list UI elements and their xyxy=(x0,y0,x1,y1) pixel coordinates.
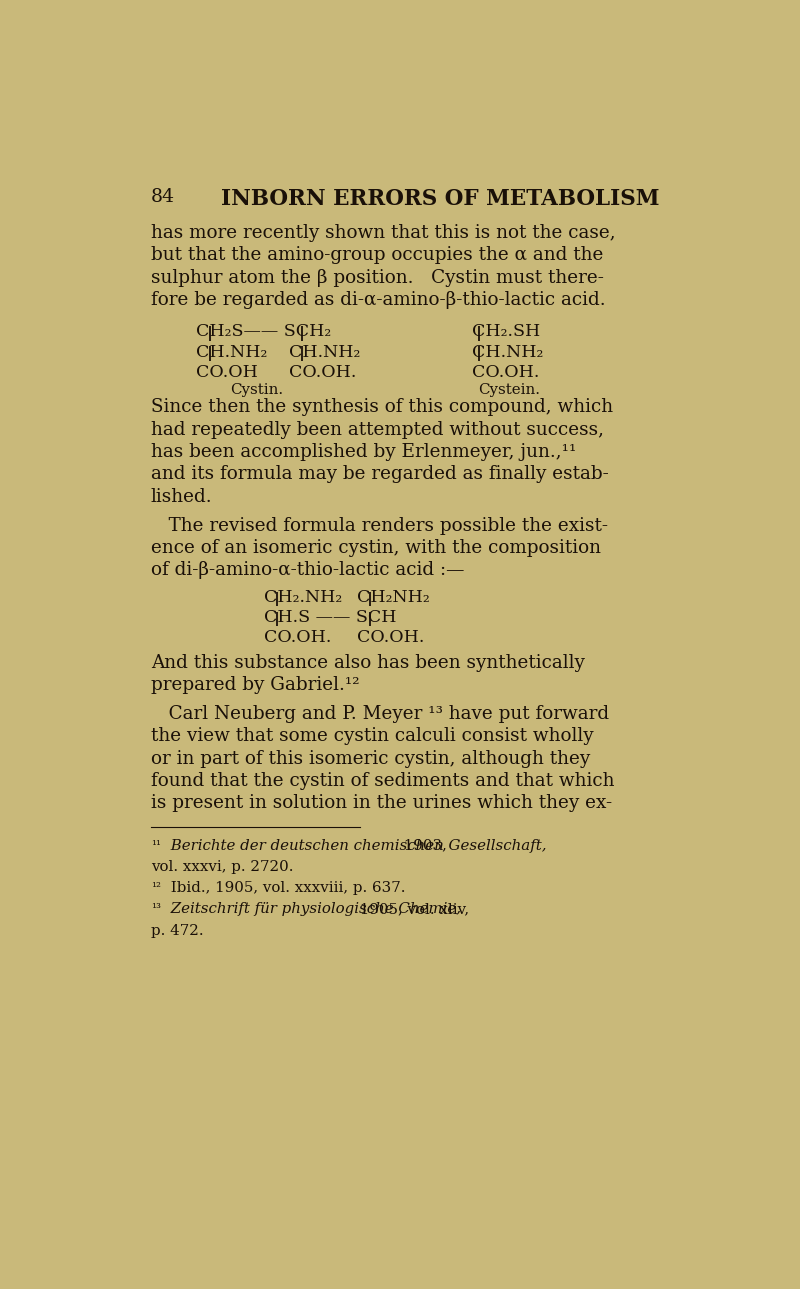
Text: or in part of this isomeric cystin, although they: or in part of this isomeric cystin, alth… xyxy=(151,750,590,768)
Text: vol. xxxvi, p. 2720.: vol. xxxvi, p. 2720. xyxy=(151,860,294,874)
Text: CH.NH₂: CH.NH₂ xyxy=(196,343,267,361)
Text: And this substance also has been synthetically: And this substance also has been synthet… xyxy=(151,654,585,672)
Text: ¹¹: ¹¹ xyxy=(151,839,161,852)
Text: ence of an isomeric cystin, with the composition: ence of an isomeric cystin, with the com… xyxy=(151,539,601,557)
Text: Berichte der deutschen chemischen Gesellschaft,: Berichte der deutschen chemischen Gesell… xyxy=(166,839,547,852)
Text: fore be regarded as di-α-amino-β-thio-lactic acid.: fore be regarded as di-α-amino-β-thio-la… xyxy=(151,291,606,309)
Text: Carl Neuberg and P. Meyer ¹³ have put forward: Carl Neuberg and P. Meyer ¹³ have put fo… xyxy=(151,705,609,723)
Text: 1905, vol. xliv,: 1905, vol. xliv, xyxy=(355,902,470,916)
Text: CH₂S—— SCH₂: CH₂S—— SCH₂ xyxy=(196,324,331,340)
Text: CO.OH.: CO.OH. xyxy=(472,363,539,380)
Text: CH.NH₂: CH.NH₂ xyxy=(472,343,543,361)
Text: and its formula may be regarded as finally estab-: and its formula may be regarded as final… xyxy=(151,465,609,483)
Text: CH₂NH₂: CH₂NH₂ xyxy=(358,589,430,606)
Text: 84: 84 xyxy=(151,188,175,206)
Text: CO.OH.: CO.OH. xyxy=(289,363,357,380)
Text: CH.NH₂: CH.NH₂ xyxy=(289,343,361,361)
Text: CH.S —— SCH: CH.S —— SCH xyxy=(264,608,397,625)
Text: CH₂.SH: CH₂.SH xyxy=(472,324,540,340)
Text: Cystein.: Cystein. xyxy=(478,383,540,397)
Text: Ibid., 1905, vol. xxxviii, p. 637.: Ibid., 1905, vol. xxxviii, p. 637. xyxy=(166,882,406,895)
Text: of di-β-amino-α-thio-lactic acid :—: of di-β-amino-α-thio-lactic acid :— xyxy=(151,561,464,579)
Text: p. 472.: p. 472. xyxy=(151,923,203,937)
Text: 1903,: 1903, xyxy=(399,839,446,852)
Text: Zeitschrift für physiologische Chemie,: Zeitschrift für physiologische Chemie, xyxy=(166,902,462,916)
Text: but that the amino-group occupies the α and the: but that the amino-group occupies the α … xyxy=(151,246,603,264)
Text: The revised formula renders possible the exist-: The revised formula renders possible the… xyxy=(151,517,608,535)
Text: ¹³: ¹³ xyxy=(151,902,161,915)
Text: has more recently shown that this is not the case,: has more recently shown that this is not… xyxy=(151,224,615,242)
Text: has been accomplished by Erlenmeyer, jun.,¹¹: has been accomplished by Erlenmeyer, jun… xyxy=(151,443,576,461)
Text: prepared by Gabriel.¹²: prepared by Gabriel.¹² xyxy=(151,677,359,695)
Text: INBORN ERRORS OF METABOLISM: INBORN ERRORS OF METABOLISM xyxy=(221,188,659,210)
Text: ¹²: ¹² xyxy=(151,882,161,895)
Text: had repeatedly been attempted without success,: had repeatedly been attempted without su… xyxy=(151,420,604,438)
Text: Cystin.: Cystin. xyxy=(230,383,283,397)
Text: CO.OH.: CO.OH. xyxy=(358,629,425,646)
Text: found that the cystin of sediments and that which: found that the cystin of sediments and t… xyxy=(151,772,614,790)
Text: CH₂.NH₂: CH₂.NH₂ xyxy=(264,589,342,606)
Text: is present in solution in the urines which they ex-: is present in solution in the urines whi… xyxy=(151,794,612,812)
Text: CO.OH: CO.OH xyxy=(196,363,258,380)
Text: lished.: lished. xyxy=(151,487,213,505)
Text: Since then the synthesis of this compound, which: Since then the synthesis of this compoun… xyxy=(151,398,613,416)
Text: the view that some cystin calculi consist wholly: the view that some cystin calculi consis… xyxy=(151,727,594,745)
Text: CO.OH.: CO.OH. xyxy=(264,629,332,646)
Text: sulphur atom the β position.   Cystin must there-: sulphur atom the β position. Cystin must… xyxy=(151,269,604,287)
